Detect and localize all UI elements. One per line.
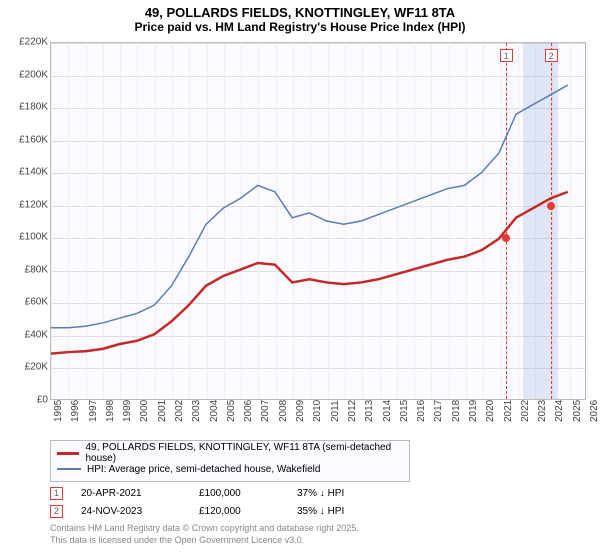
x-tick-label: 2019: [468, 400, 479, 422]
chart-title: 49, POLLARDS FIELDS, KNOTTINGLEY, WF11 8…: [0, 0, 600, 20]
y-tick-label: £20K: [0, 362, 48, 373]
x-tick-label: 2002: [174, 400, 185, 422]
y-tick-label: £160K: [0, 134, 48, 145]
x-tick-label: 2009: [295, 400, 306, 422]
x-tick-label: 2024: [554, 400, 565, 422]
x-tick-label: 2016: [416, 400, 427, 422]
x-tick-label: 2018: [451, 400, 462, 422]
attr-line1: Contains HM Land Registry data © Crown c…: [50, 523, 359, 535]
price-cell: £100,000: [199, 488, 279, 499]
y-tick-label: £180K: [0, 102, 48, 113]
x-tick-label: 2015: [399, 400, 410, 422]
date-cell: 24-NOV-2023: [81, 506, 181, 517]
chart-subtitle: Price paid vs. HM Land Registry's House …: [0, 20, 600, 37]
diff-cell: 35% ↓ HPI: [297, 506, 377, 517]
x-tick-label: 2021: [503, 400, 514, 422]
price-paid-point: [547, 202, 555, 210]
series-line-property: [51, 192, 568, 354]
marker-badge: 2: [50, 505, 63, 518]
x-tick-label: 2023: [537, 400, 548, 422]
y-tick-label: £140K: [0, 167, 48, 178]
x-tick-label: 2007: [260, 400, 271, 422]
x-tick-label: 2003: [191, 400, 202, 422]
x-tick-label: 2012: [347, 400, 358, 422]
x-tick-label: 1997: [88, 400, 99, 422]
legend-label: 49, POLLARDS FIELDS, KNOTTINGLEY, WF11 8…: [85, 442, 403, 464]
x-tick-label: 2004: [209, 400, 220, 422]
x-tick-label: 2010: [312, 400, 323, 422]
x-tick-label: 1996: [70, 400, 81, 422]
chart-plot-area: 12: [50, 42, 586, 400]
marker-badge: 1: [500, 49, 513, 62]
price-paid-table: 1 20-APR-2021 £100,000 37% ↓ HPI 2 24-NO…: [50, 484, 377, 520]
x-tick-label: 2006: [243, 400, 254, 422]
x-tick-label: 2000: [139, 400, 150, 422]
attr-line2: This data is licensed under the Open Gov…: [50, 535, 359, 547]
legend-item-property: 49, POLLARDS FIELDS, KNOTTINGLEY, WF11 8…: [57, 445, 403, 461]
legend-swatch: [57, 452, 79, 455]
x-tick-label: 2020: [485, 400, 496, 422]
x-tick-label: 2014: [382, 400, 393, 422]
x-tick-label: 1999: [122, 400, 133, 422]
series-line-hpi: [51, 85, 568, 328]
marker-badge: 2: [545, 49, 558, 62]
x-tick-label: 2022: [520, 400, 531, 422]
y-tick-label: £80K: [0, 264, 48, 275]
y-tick-label: £40K: [0, 329, 48, 340]
x-tick-label: 2005: [226, 400, 237, 422]
x-tick-label: 1995: [53, 400, 64, 422]
y-tick-label: £0: [0, 395, 48, 406]
x-tick-label: 2013: [364, 400, 375, 422]
date-cell: 20-APR-2021: [81, 488, 181, 499]
y-tick-label: £200K: [0, 69, 48, 80]
x-tick-label: 1998: [105, 400, 116, 422]
attribution: Contains HM Land Registry data © Crown c…: [50, 523, 359, 546]
y-tick-label: £220K: [0, 37, 48, 48]
legend-swatch: [57, 468, 81, 470]
x-tick-label: 2011: [330, 400, 341, 422]
x-tick-label: 2017: [433, 400, 444, 422]
marker-badge: 1: [50, 487, 63, 500]
x-tick-label: 2026: [589, 400, 600, 422]
table-row: 1 20-APR-2021 £100,000 37% ↓ HPI: [50, 484, 377, 502]
x-tick-label: 2001: [157, 400, 168, 422]
price-cell: £120,000: [199, 506, 279, 517]
legend-label: HPI: Average price, semi-detached house,…: [87, 464, 320, 475]
table-row: 2 24-NOV-2023 £120,000 35% ↓ HPI: [50, 502, 377, 520]
x-tick-label: 2025: [572, 400, 583, 422]
x-tick-label: 2008: [278, 400, 289, 422]
y-tick-label: £120K: [0, 199, 48, 210]
y-tick-label: £100K: [0, 232, 48, 243]
legend: 49, POLLARDS FIELDS, KNOTTINGLEY, WF11 8…: [50, 440, 410, 482]
diff-cell: 37% ↓ HPI: [297, 488, 377, 499]
y-tick-label: £60K: [0, 297, 48, 308]
price-paid-point: [502, 234, 510, 242]
